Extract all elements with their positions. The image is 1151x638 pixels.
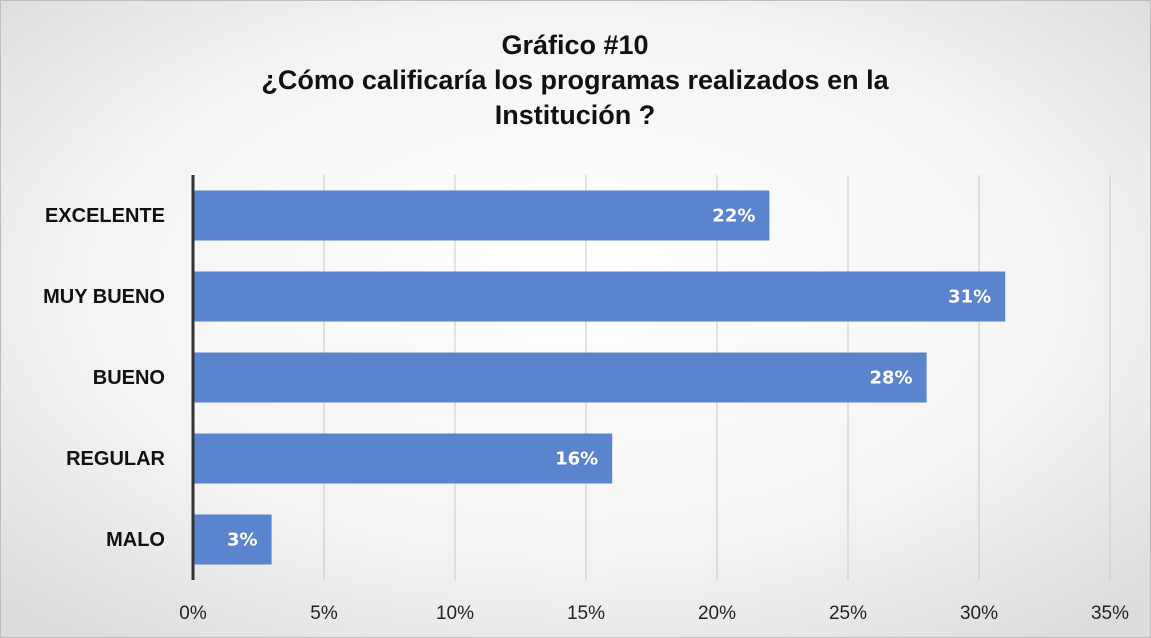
- bar: [193, 271, 1006, 322]
- x-tick-label: 15%: [567, 603, 605, 624]
- value-label: 3%: [227, 530, 258, 551]
- value-label: 16%: [555, 449, 598, 470]
- chart-title: Institución ?: [495, 100, 655, 130]
- bar: [193, 433, 613, 484]
- bar: [193, 514, 272, 565]
- chart-title: Gráfico #10: [501, 30, 648, 60]
- x-tick-label: 35%: [1091, 603, 1129, 624]
- bar: [193, 352, 927, 403]
- y-tick-label: EXCELENTE: [45, 205, 165, 227]
- value-label: 22%: [712, 206, 755, 227]
- x-tick-label: 20%: [698, 603, 736, 624]
- y-tick-label: BUENO: [93, 367, 165, 389]
- bar: [193, 190, 770, 241]
- x-tick-label: 30%: [960, 603, 998, 624]
- x-tick-label: 0%: [179, 603, 207, 624]
- x-tick-label: 25%: [829, 603, 867, 624]
- y-tick-label: REGULAR: [66, 448, 165, 470]
- y-tick-label: MUY BUENO: [43, 286, 165, 308]
- x-tick-label: 5%: [310, 603, 338, 624]
- x-tick-label: 10%: [436, 603, 474, 624]
- value-label: 31%: [948, 287, 991, 308]
- chart-title: ¿Cómo calificaría los programas realizad…: [261, 65, 889, 95]
- y-tick-label: MALO: [106, 529, 165, 551]
- value-label: 28%: [870, 368, 913, 389]
